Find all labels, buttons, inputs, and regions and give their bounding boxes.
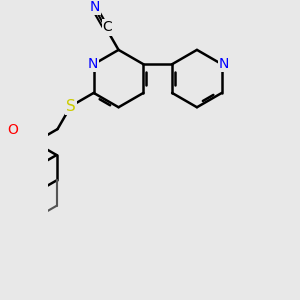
- Text: N: N: [219, 57, 229, 71]
- Text: S: S: [66, 99, 76, 114]
- Text: C: C: [103, 20, 112, 34]
- Text: N: N: [87, 57, 98, 71]
- Text: O: O: [7, 123, 18, 137]
- Text: N: N: [90, 0, 100, 14]
